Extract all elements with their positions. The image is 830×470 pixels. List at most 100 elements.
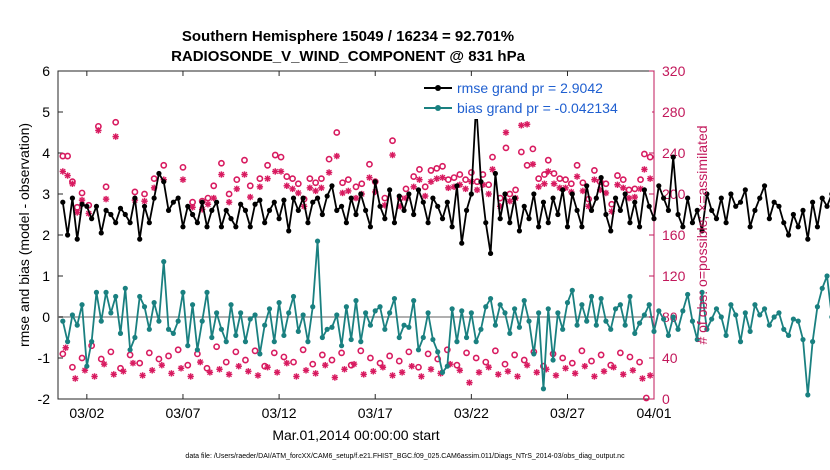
- obs-possible-marker: [424, 350, 432, 358]
- obs-assimilated-stroke: [591, 176, 598, 183]
- obs-possible-marker: [636, 358, 643, 366]
- rmse-point: [492, 170, 498, 177]
- rmse-point: [641, 187, 647, 193]
- obs-assimilated-stroke: [533, 369, 540, 376]
- plot-area: [57, 70, 655, 400]
- bias-point: [689, 318, 696, 324]
- obs-assimilated-marker: [218, 171, 225, 178]
- rmse-point: [228, 216, 234, 222]
- obs-assimilated-marker: [72, 375, 79, 382]
- obs-assimilated-stroke: [535, 183, 542, 190]
- obs-possible-marker: [210, 182, 218, 190]
- obs-possible-marker: [591, 167, 598, 174]
- rmse-point: [262, 220, 268, 226]
- obs-assimilated-stroke: [445, 184, 452, 191]
- rmse-point: [608, 228, 614, 234]
- obs-assimilated-stroke: [562, 365, 569, 372]
- rmse-point: [713, 216, 720, 222]
- bias-point: [795, 318, 801, 324]
- obs-assimilated-marker: [579, 187, 587, 195]
- obs-possible-marker: [136, 359, 144, 367]
- rmse-point: [526, 216, 532, 222]
- rmse-point: [757, 195, 763, 201]
- rmse-point: [805, 236, 811, 242]
- obs-possible-marker: [450, 174, 458, 181]
- obs-possible-marker: [616, 349, 624, 357]
- bias-point: [694, 336, 700, 343]
- bias-point: [65, 339, 71, 345]
- rmse-point: [310, 199, 316, 205]
- obs-possible-marker: [640, 150, 648, 158]
- bias-point: [74, 322, 80, 328]
- obs-assimilated-stroke: [293, 373, 300, 380]
- y-left-tick-label: -1: [38, 350, 51, 366]
- bias-point: [84, 363, 90, 369]
- obs-assimilated-marker: [197, 358, 204, 366]
- obs-possible-marker: [325, 155, 333, 163]
- obs-assimilated-marker: [225, 199, 233, 206]
- bias-point: [60, 318, 66, 324]
- rmse-point: [199, 199, 205, 205]
- bias-point: [141, 304, 148, 310]
- obs-assimilated-marker: [591, 373, 598, 380]
- bias-point: [156, 318, 162, 324]
- chart-subtitle: RADIOSONDE_V_WIND_COMPONENT @ 831 hPa: [171, 48, 526, 65]
- obs-possible-marker: [489, 153, 496, 161]
- obs-possible-marker: [339, 179, 346, 187]
- legend-bias-marker: [435, 105, 441, 111]
- bias-point: [737, 339, 744, 345]
- obs-assimilated-marker: [646, 175, 654, 182]
- rmse-point: [353, 211, 359, 218]
- obs-possible-marker: [421, 183, 429, 191]
- obs-assimilated-marker: [189, 204, 196, 211]
- rmse-point: [74, 236, 80, 242]
- obs-possible-marker: [251, 347, 259, 355]
- rmse-point: [810, 199, 816, 205]
- rmse-point: [98, 230, 104, 236]
- bias-point: [819, 285, 825, 291]
- obs-assimilated-stroke: [456, 367, 463, 374]
- obs-possible-marker: [203, 364, 211, 372]
- y-right-tick-label: 40: [662, 350, 678, 366]
- bias-point: [449, 306, 455, 312]
- bias-point: [814, 304, 821, 310]
- rmse-point: [334, 207, 340, 213]
- obs-assimilated-stroke: [370, 368, 377, 375]
- rmse-point: [137, 236, 143, 242]
- obs-assimilated-stroke: [283, 182, 290, 189]
- obs-assimilated-stroke: [345, 188, 352, 194]
- obs-possible-marker: [232, 348, 240, 356]
- obs-assimilated-marker: [318, 184, 325, 192]
- bias-point: [98, 318, 104, 324]
- y-left-tick-label: 6: [42, 63, 50, 79]
- bias-point: [685, 291, 691, 298]
- obs-assimilated-marker: [552, 372, 560, 379]
- obs-possible-marker: [225, 190, 233, 198]
- obs-assimilated-marker: [95, 127, 102, 134]
- obs-assimilated-marker: [518, 122, 525, 129]
- obs-assimilated-marker: [241, 171, 248, 178]
- obs-assimilated-marker: [445, 184, 452, 192]
- bias-point: [516, 324, 523, 330]
- obs-possible-marker: [415, 363, 422, 371]
- obs-assimilated-marker: [535, 183, 542, 191]
- obs-assimilated-stroke: [289, 186, 296, 192]
- rmse-point: [790, 211, 796, 218]
- obs-assimilated-marker: [91, 373, 98, 380]
- rmse-point: [252, 201, 258, 207]
- x-tick-label: 03/07: [165, 405, 200, 421]
- rmse-point: [459, 240, 465, 246]
- rmse-point: [266, 207, 273, 213]
- obs-assimilated-marker: [495, 371, 502, 378]
- rmse-point: [483, 220, 489, 226]
- obs-assimilated-stroke: [366, 174, 373, 181]
- bias-point: [502, 310, 508, 316]
- obs-possible-marker: [358, 180, 366, 188]
- obs-assimilated-stroke: [626, 195, 632, 201]
- legend-rmse-marker: [435, 85, 441, 91]
- obs-assimilated-marker: [312, 370, 319, 377]
- rmse-point: [401, 207, 407, 213]
- y-left-tick-label: 0: [42, 309, 50, 325]
- rmse-point: [194, 220, 200, 226]
